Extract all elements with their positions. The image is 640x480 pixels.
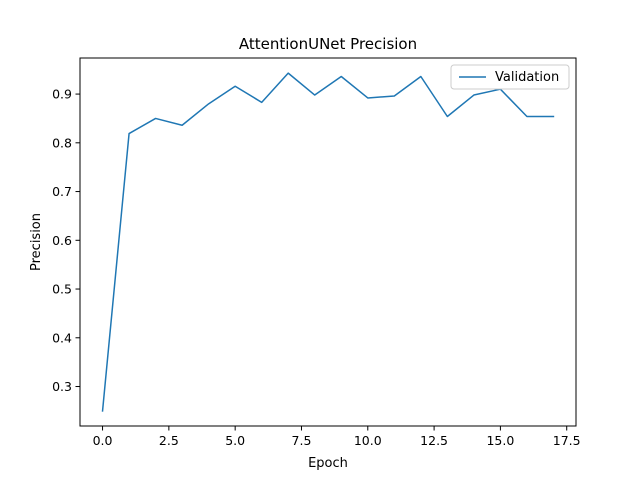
y-tick-label: 0.5 [52, 282, 72, 297]
legend-label-validation: Validation [495, 70, 559, 85]
legend: Validation [450, 64, 570, 90]
x-tick-label: 12.5 [420, 433, 448, 448]
legend-box [450, 64, 570, 90]
plot-area [101, 72, 555, 412]
x-tick-label: 15.0 [486, 433, 514, 448]
y-axis-label: Precision [29, 213, 44, 271]
x-tick-label: 10.0 [354, 433, 382, 448]
x-tick-label: 0.0 [93, 433, 113, 448]
x-axis: 0.0 2.5 5.0 7.5 10.0 12.5 15.0 17.5 [93, 426, 581, 448]
x-tick-label: 17.5 [553, 433, 581, 448]
y-tick-label: 0.3 [52, 379, 72, 394]
y-tick-label: 0.9 [52, 87, 72, 102]
x-tick-label: 7.5 [292, 433, 312, 448]
y-tick-label: 0.8 [52, 135, 72, 150]
y-tick-label: 0.7 [52, 184, 72, 199]
x-tick-label: 2.5 [159, 433, 179, 448]
y-tick-label: 0.4 [52, 330, 72, 345]
series-line-validation [101, 72, 555, 412]
y-axis: 0.3 0.4 0.5 0.6 0.7 0.8 0.9 [52, 87, 80, 394]
y-tick-label: 0.6 [52, 233, 72, 248]
x-axis-label: Epoch [308, 456, 348, 471]
x-tick-label: 5.0 [225, 433, 245, 448]
chart-title: AttentionUNet Precision [239, 35, 417, 53]
plot-frame [79, 57, 577, 427]
